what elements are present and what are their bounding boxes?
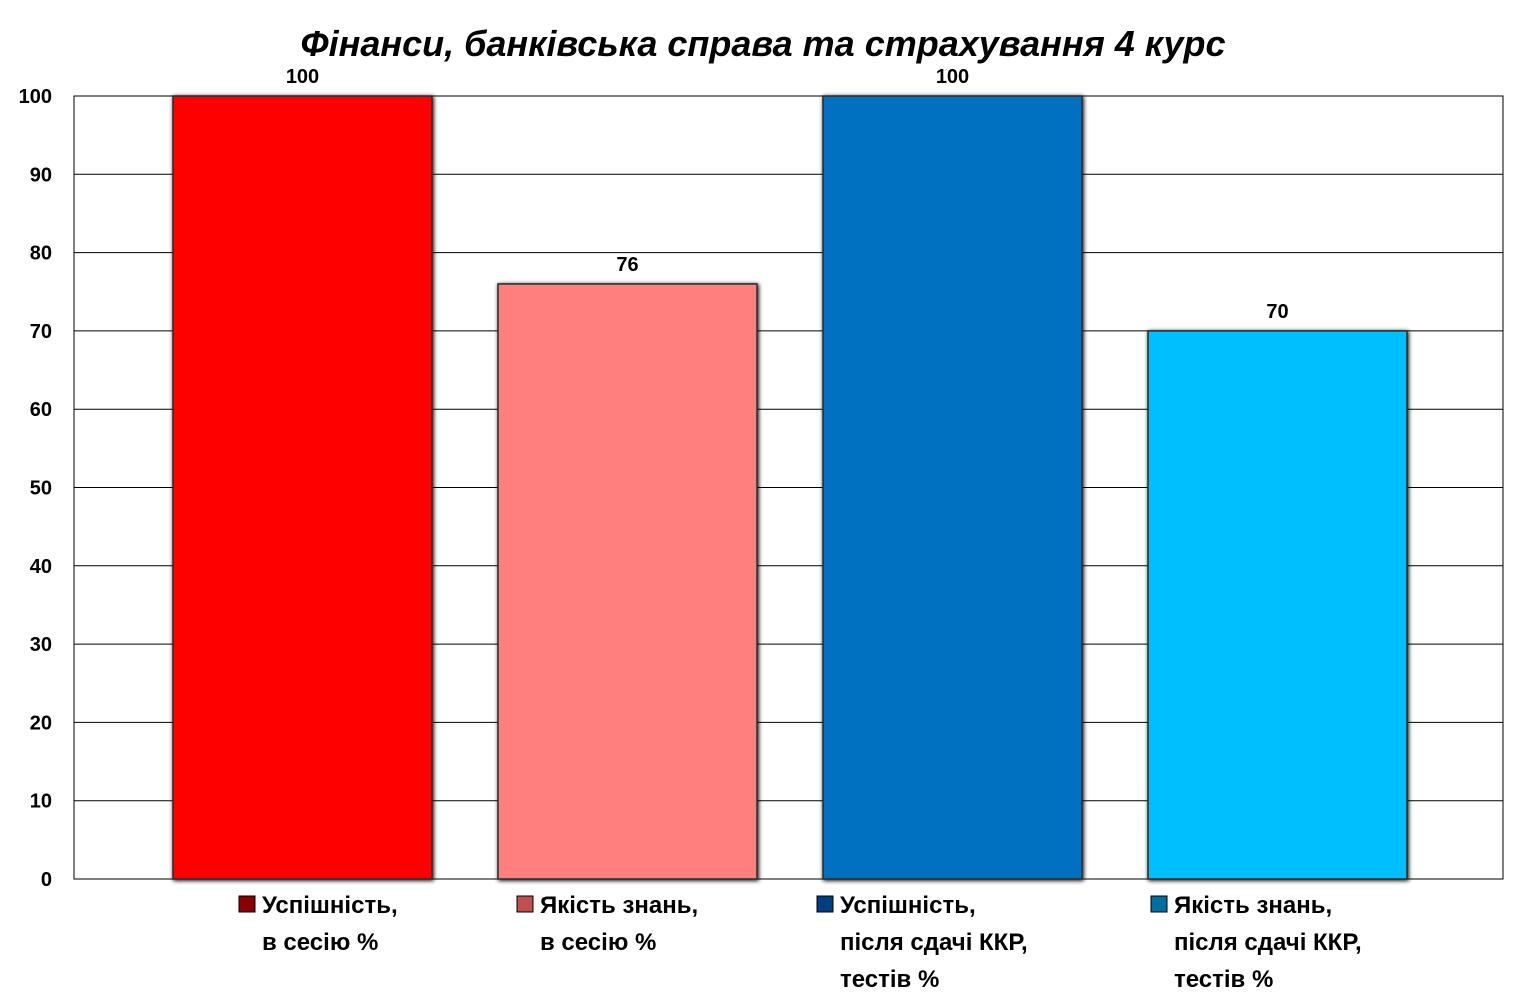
legend-label: після сдачі ККР, (1174, 929, 1362, 956)
y-tick-label: 70 (30, 321, 52, 343)
y-axis-tick-labels: 0 10 20 30 40 50 60 70 80 90 100 (19, 86, 52, 891)
y-tick-label: 0 (41, 869, 52, 891)
bar (1147, 330, 1408, 880)
y-tick-label: 40 (30, 556, 52, 578)
legend-marker (816, 895, 834, 913)
data-label: 70 (1266, 301, 1288, 323)
legend-label: після сдачі ККР, (840, 929, 1028, 956)
legend-label: Успішність, (840, 892, 976, 919)
y-tick-label: 80 (30, 243, 52, 265)
legend-label: Успішність, (262, 892, 398, 919)
bar (822, 95, 1083, 880)
legend: Успішність, в сесію % Якість знань, в сесію… (238, 892, 1362, 993)
bar (497, 283, 758, 880)
legend-label: тестів % (1174, 966, 1273, 993)
legend-marker (238, 895, 256, 913)
legend-marker (1150, 895, 1168, 913)
legend-label: тестів % (840, 966, 939, 993)
data-label: 100 (936, 66, 969, 88)
legend-label: в сесію % (262, 929, 378, 956)
legend-label: в сесію % (540, 929, 656, 956)
bar (172, 95, 433, 880)
y-tick-label: 90 (30, 164, 52, 186)
y-tick-label: 50 (30, 478, 52, 500)
legend-label: Якість знань, (540, 892, 698, 919)
legend-label: Якість знань, (1174, 892, 1332, 919)
legend-marker (516, 895, 534, 913)
y-tick-label: 100 (19, 86, 52, 108)
y-tick-label: 30 (30, 634, 52, 656)
data-label: 100 (286, 66, 319, 88)
y-tick-label: 20 (30, 712, 52, 734)
y-tick-label: 10 (30, 791, 52, 813)
data-labels: 100 76 100 70 (286, 66, 1289, 323)
y-tick-label: 60 (30, 399, 52, 421)
chart-title: Фінанси, банківська справа та страхуванн… (300, 23, 1225, 64)
bars (172, 95, 1408, 880)
data-label: 76 (616, 254, 638, 276)
